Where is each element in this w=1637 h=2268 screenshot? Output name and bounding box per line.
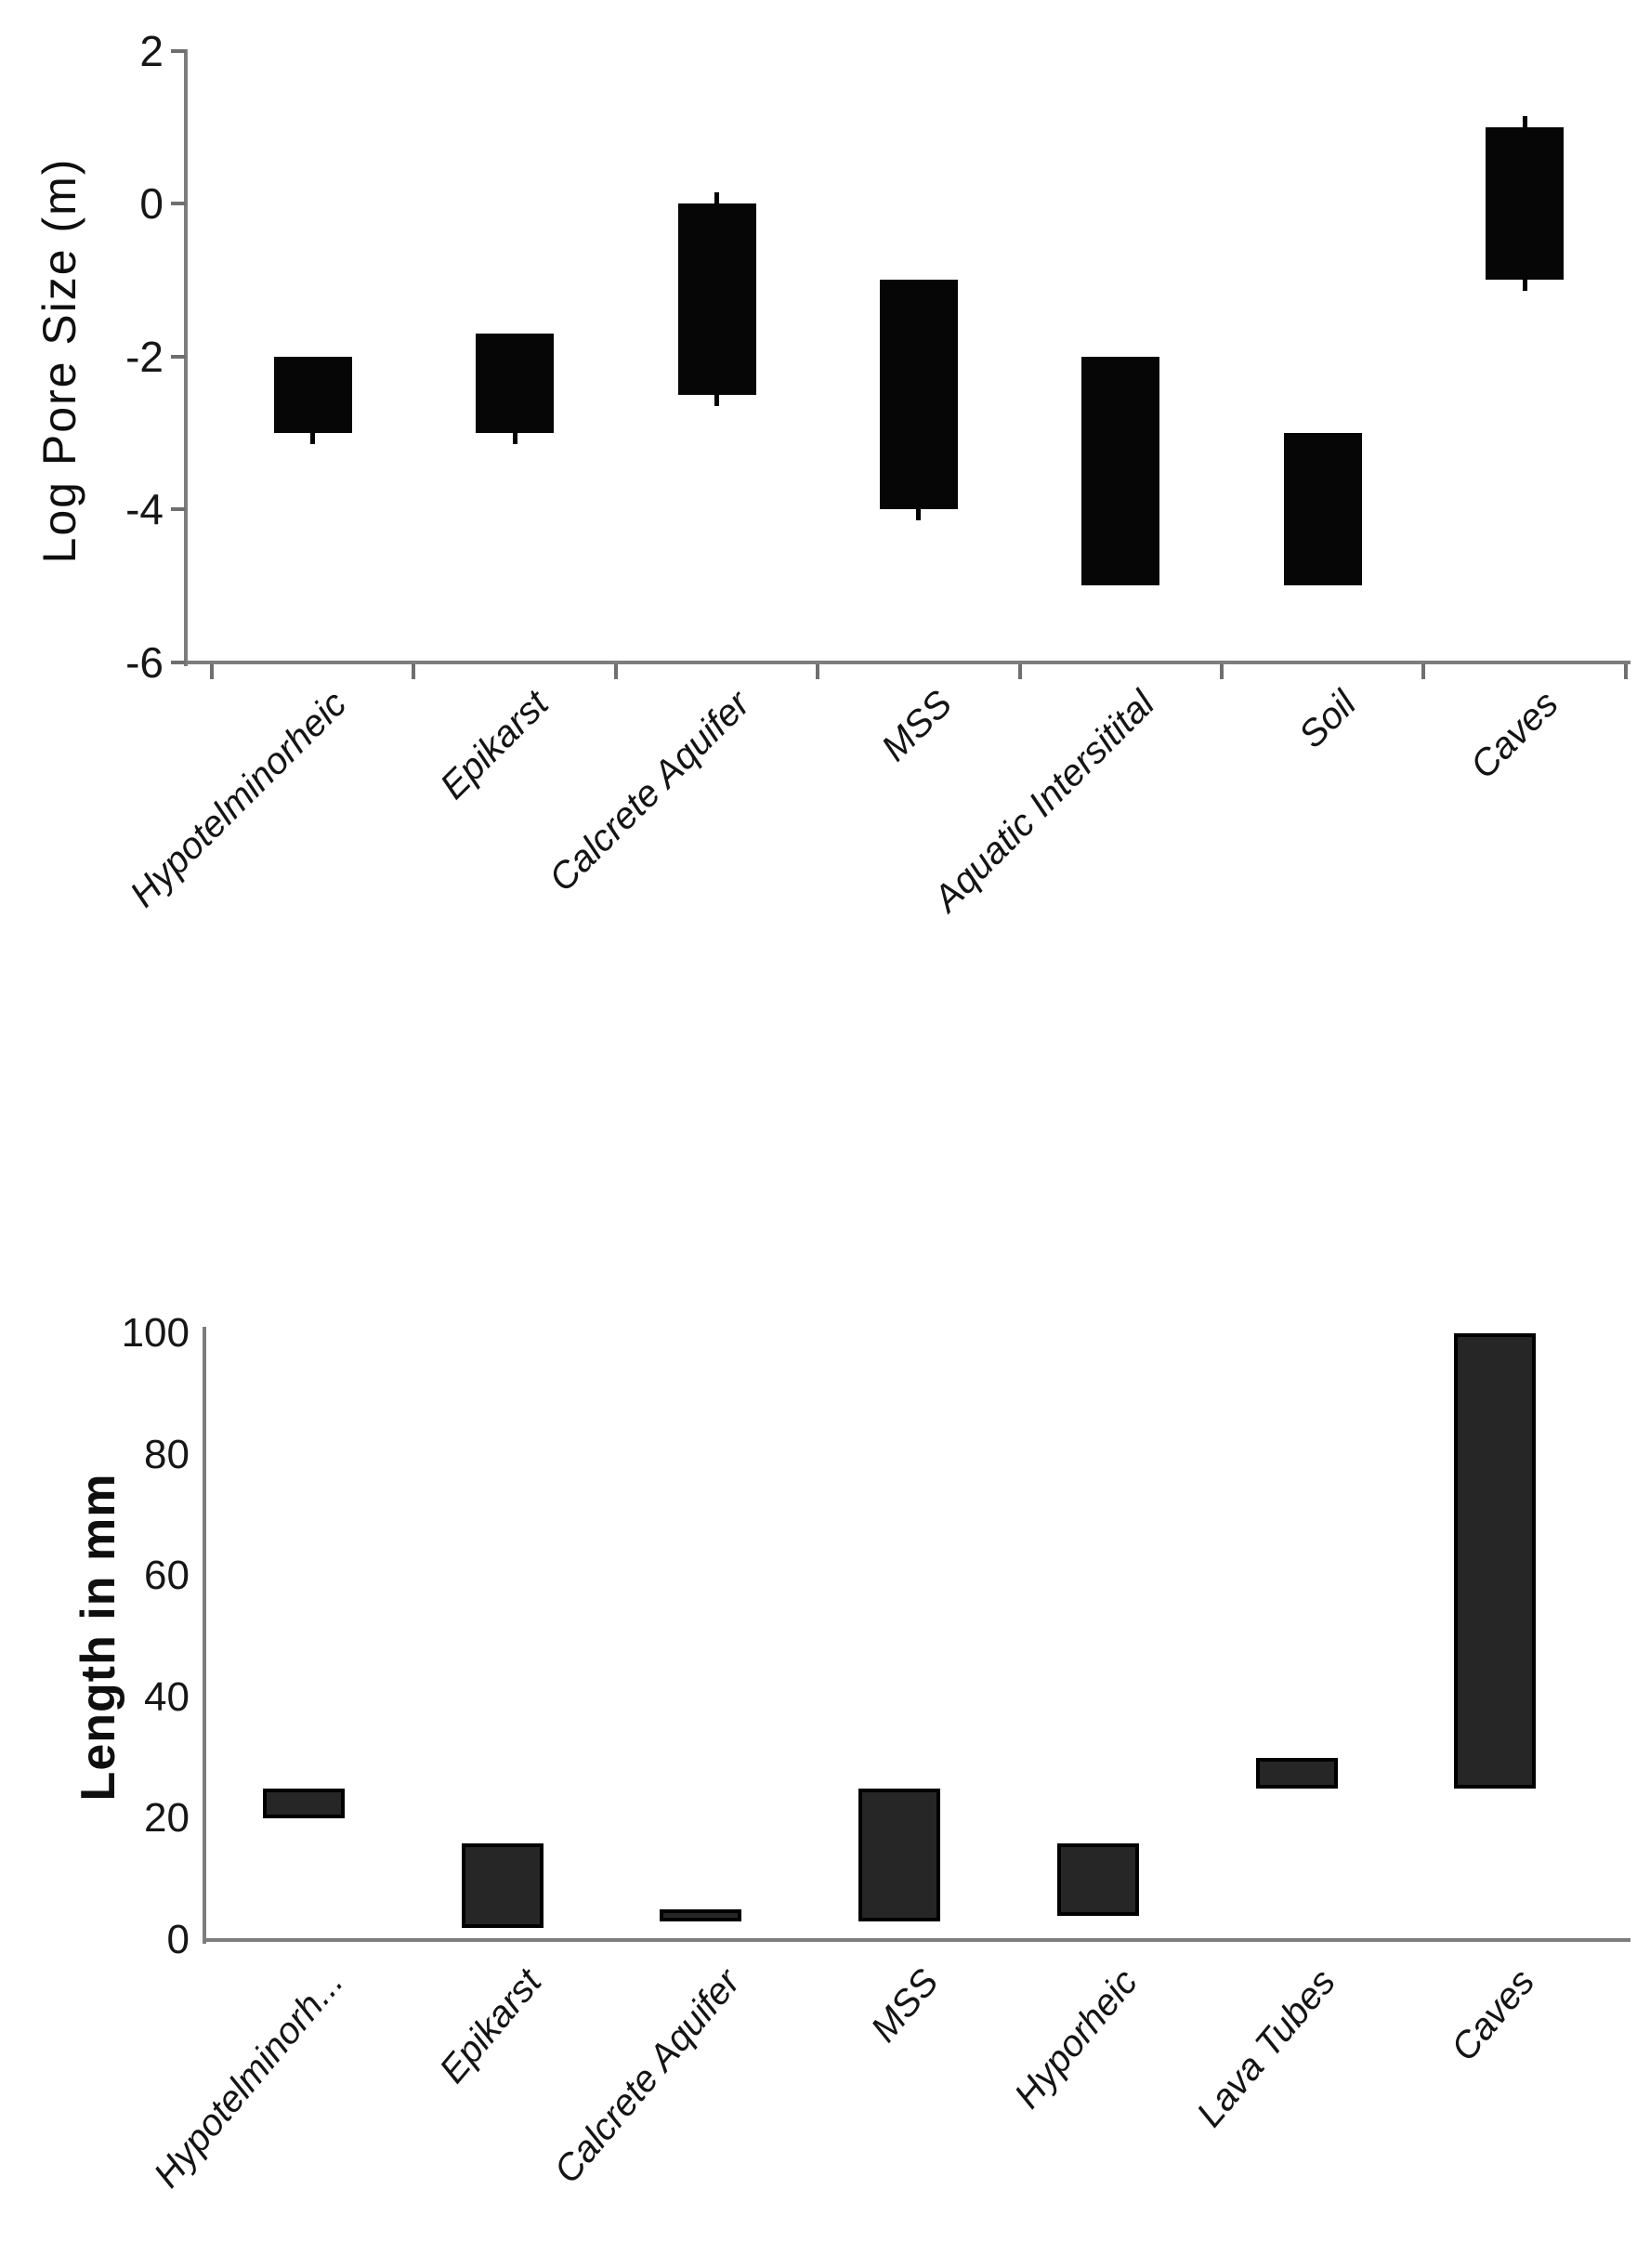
bar-hypotelminorheic (273, 356, 352, 433)
y-tick-label: 2 (139, 26, 164, 75)
error-whisker-low (310, 432, 316, 444)
error-whisker-low (714, 394, 719, 406)
x-axis-line (203, 1938, 1630, 1942)
y-tick-label: -4 (125, 485, 164, 533)
error-whisker-low (1522, 280, 1527, 292)
x-category-label: Hyporheic (1006, 1961, 1146, 2117)
x-axis-tick (1017, 664, 1022, 679)
error-whisker-low (916, 509, 922, 520)
x-category-label: MSS (873, 683, 961, 769)
y-axis-line (184, 49, 188, 666)
x-category-label: MSS (863, 1961, 948, 2051)
x-category-label: Lava Tubes (1189, 1961, 1344, 2135)
y-tick-label: 0 (139, 179, 164, 228)
bar-lava-tubes (1255, 1758, 1338, 1789)
x-category-label: Hypotelminorh... (146, 1961, 351, 2196)
error-whisker-high (1522, 115, 1527, 127)
top-chart: 2 0 -2 -4 -6 Hypotelminorheic Epikarst Calcrete… (0, 0, 1637, 1022)
bar-calcrete-aquifer (677, 203, 756, 395)
y-axis-tick (171, 660, 186, 664)
bottom-chart: 100 80 60 40 20 0 Hypotelminorh... Epikarst Calc… (0, 1022, 1637, 2268)
y-axis-tick (171, 507, 186, 511)
x-category-label: Soil (1290, 683, 1365, 756)
y-tick-label: 40 (144, 1673, 190, 1720)
x-axis-tick (210, 664, 214, 679)
bar-epikarst (476, 333, 555, 433)
bar-soil (1283, 432, 1362, 586)
bar-caves (1486, 126, 1565, 281)
y-tick-label: -2 (125, 332, 164, 381)
bottom-chart-y-axis-title: Length in mm (72, 1473, 125, 1802)
error-whisker-high (714, 192, 719, 203)
bar-mss (879, 280, 958, 509)
x-category-label: Epikarst (432, 1961, 550, 2091)
y-tick-label: 0 (166, 1917, 190, 1962)
error-whisker-low (512, 432, 517, 444)
x-category-label: Calcrete Aquifer (546, 1961, 749, 2192)
y-tick-label: 20 (144, 1795, 190, 1842)
y-tick-label: -6 (125, 637, 164, 687)
bar-hypotelminorh (263, 1788, 345, 1819)
x-category-label: Aquatic Intersitital (925, 683, 1162, 920)
x-axis-tick (412, 664, 416, 679)
bar-aquatic-intersitital (1081, 356, 1160, 586)
top-chart-y-axis-title: Log Pore Size (m) (33, 157, 85, 564)
x-category-label: Calcrete Aquifer (542, 683, 758, 900)
bar-calcrete-aquifer (660, 1909, 742, 1922)
y-axis-tick (171, 48, 186, 53)
x-axis-tick (1421, 664, 1426, 679)
x-axis-line (184, 661, 1630, 664)
x-axis-tick (613, 664, 618, 679)
y-axis-tick (171, 354, 186, 359)
x-category-label: Caves (1462, 683, 1566, 787)
y-tick-label: 60 (144, 1553, 190, 1599)
y-tick-label: 100 (121, 1310, 190, 1356)
x-category-label: Epikarst (432, 683, 557, 807)
x-axis-tick (1220, 664, 1224, 679)
x-axis-tick (816, 664, 820, 679)
x-category-label: Caves (1443, 1961, 1543, 2069)
y-axis-line (203, 1327, 206, 1944)
bar-mss (858, 1788, 941, 1922)
x-axis-tick (1623, 664, 1628, 679)
bar-epikarst (461, 1842, 543, 1928)
bar-hyporheic (1056, 1842, 1139, 1916)
x-category-label: Hypotelminorheic (122, 683, 355, 915)
y-tick-label: 80 (144, 1431, 190, 1477)
bar-caves (1454, 1333, 1537, 1789)
y-axis-tick (171, 202, 186, 205)
